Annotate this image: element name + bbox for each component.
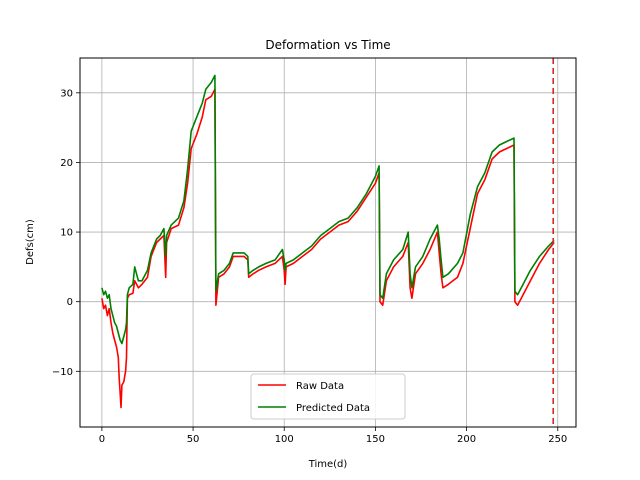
series-line-raw-data	[101, 88, 555, 409]
y-tick-label: 20	[60, 158, 73, 169]
plot-area-background	[80, 58, 576, 427]
legend-label-predicted-data: Predicted Data	[296, 403, 370, 414]
chart-title: Deformation vs Time	[265, 38, 390, 52]
x-tick-label: 50	[187, 434, 200, 445]
x-tick-label: 200	[457, 434, 476, 445]
plot-frame	[79, 57, 577, 428]
plot-series	[101, 58, 555, 427]
series-line-predicted-data	[101, 74, 555, 345]
x-tick-label: 0	[99, 434, 105, 445]
x-tick-label: 250	[548, 434, 567, 445]
x-tick-label: 100	[275, 434, 294, 445]
y-axis-label: Defs(cm)	[25, 219, 36, 265]
y-tick-label: 30	[60, 88, 73, 99]
legend-label-raw-data: Raw Data	[296, 381, 344, 392]
y-tick-label: −10	[52, 367, 73, 378]
grid-lines	[80, 58, 576, 427]
y-tick-label: 0	[67, 297, 73, 308]
x-axis-ticks: 0 50 100 150 200 250	[99, 427, 567, 445]
y-tick-label: 10	[60, 228, 73, 239]
legend-box	[250, 373, 406, 420]
x-tick-label: 150	[366, 434, 385, 445]
x-axis-label: Time(d)	[308, 459, 348, 470]
legend: Raw Data Predicted Data	[250, 373, 406, 420]
y-axis-ticks: −10 0 10 20 30	[52, 88, 80, 378]
